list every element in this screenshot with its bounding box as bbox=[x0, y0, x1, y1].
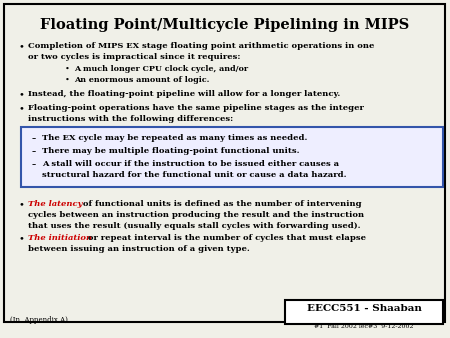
Text: (In  Appendix A): (In Appendix A) bbox=[10, 316, 68, 324]
Text: or repeat interval is the number of cycles that must elapse: or repeat interval is the number of cycl… bbox=[85, 234, 366, 242]
Text: •: • bbox=[18, 42, 24, 51]
Text: or two cycles is impractical since it requires:: or two cycles is impractical since it re… bbox=[28, 53, 240, 61]
Text: An enormous amount of logic.: An enormous amount of logic. bbox=[74, 76, 209, 84]
Text: –: – bbox=[32, 147, 36, 155]
Text: cycles between an instruction producing the result and the instruction: cycles between an instruction producing … bbox=[28, 211, 364, 219]
Text: –: – bbox=[32, 134, 36, 142]
Text: #1  Fall 2002 lec#3  9-12-2002: #1 Fall 2002 lec#3 9-12-2002 bbox=[314, 324, 414, 329]
Text: Floating Point/Multicycle Pipelining in MIPS: Floating Point/Multicycle Pipelining in … bbox=[40, 18, 410, 32]
Text: Instead, the floating-point pipeline will allow for a longer latency.: Instead, the floating-point pipeline wil… bbox=[28, 90, 340, 98]
FancyBboxPatch shape bbox=[21, 127, 443, 187]
Text: There may be multiple floating-point functional units.: There may be multiple floating-point fun… bbox=[42, 147, 300, 155]
Text: between issuing an instruction of a given type.: between issuing an instruction of a give… bbox=[28, 245, 250, 253]
Text: that uses the result (usually equals stall cycles with forwarding used).: that uses the result (usually equals sta… bbox=[28, 222, 360, 230]
Text: Completion of MIPS EX stage floating point arithmetic operations in one: Completion of MIPS EX stage floating poi… bbox=[28, 42, 374, 50]
Text: Floating-point operations have the same pipeline stages as the integer: Floating-point operations have the same … bbox=[28, 104, 364, 112]
Text: •: • bbox=[65, 76, 70, 84]
Text: •: • bbox=[65, 65, 70, 73]
Text: structural hazard for the functional unit or cause a data hazard.: structural hazard for the functional uni… bbox=[42, 171, 347, 179]
Text: A stall will occur if the instruction to be issued either causes a: A stall will occur if the instruction to… bbox=[42, 160, 339, 168]
Text: •: • bbox=[18, 234, 24, 243]
Text: •: • bbox=[18, 200, 24, 209]
Text: instructions with the following differences:: instructions with the following differen… bbox=[28, 115, 233, 123]
Text: of functional units is defined as the number of intervening: of functional units is defined as the nu… bbox=[80, 200, 362, 208]
Text: –: – bbox=[32, 160, 36, 168]
Text: •: • bbox=[18, 90, 24, 99]
Text: The EX cycle may be repeated as many times as needed.: The EX cycle may be repeated as many tim… bbox=[42, 134, 307, 142]
Text: •: • bbox=[18, 104, 24, 113]
Text: The latency: The latency bbox=[28, 200, 82, 208]
Text: The initiation: The initiation bbox=[28, 234, 92, 242]
Text: A much longer CPU clock cycle, and/or: A much longer CPU clock cycle, and/or bbox=[74, 65, 248, 73]
Text: EECC551 - Shaaban: EECC551 - Shaaban bbox=[306, 304, 422, 313]
Bar bbox=[285, 300, 443, 324]
